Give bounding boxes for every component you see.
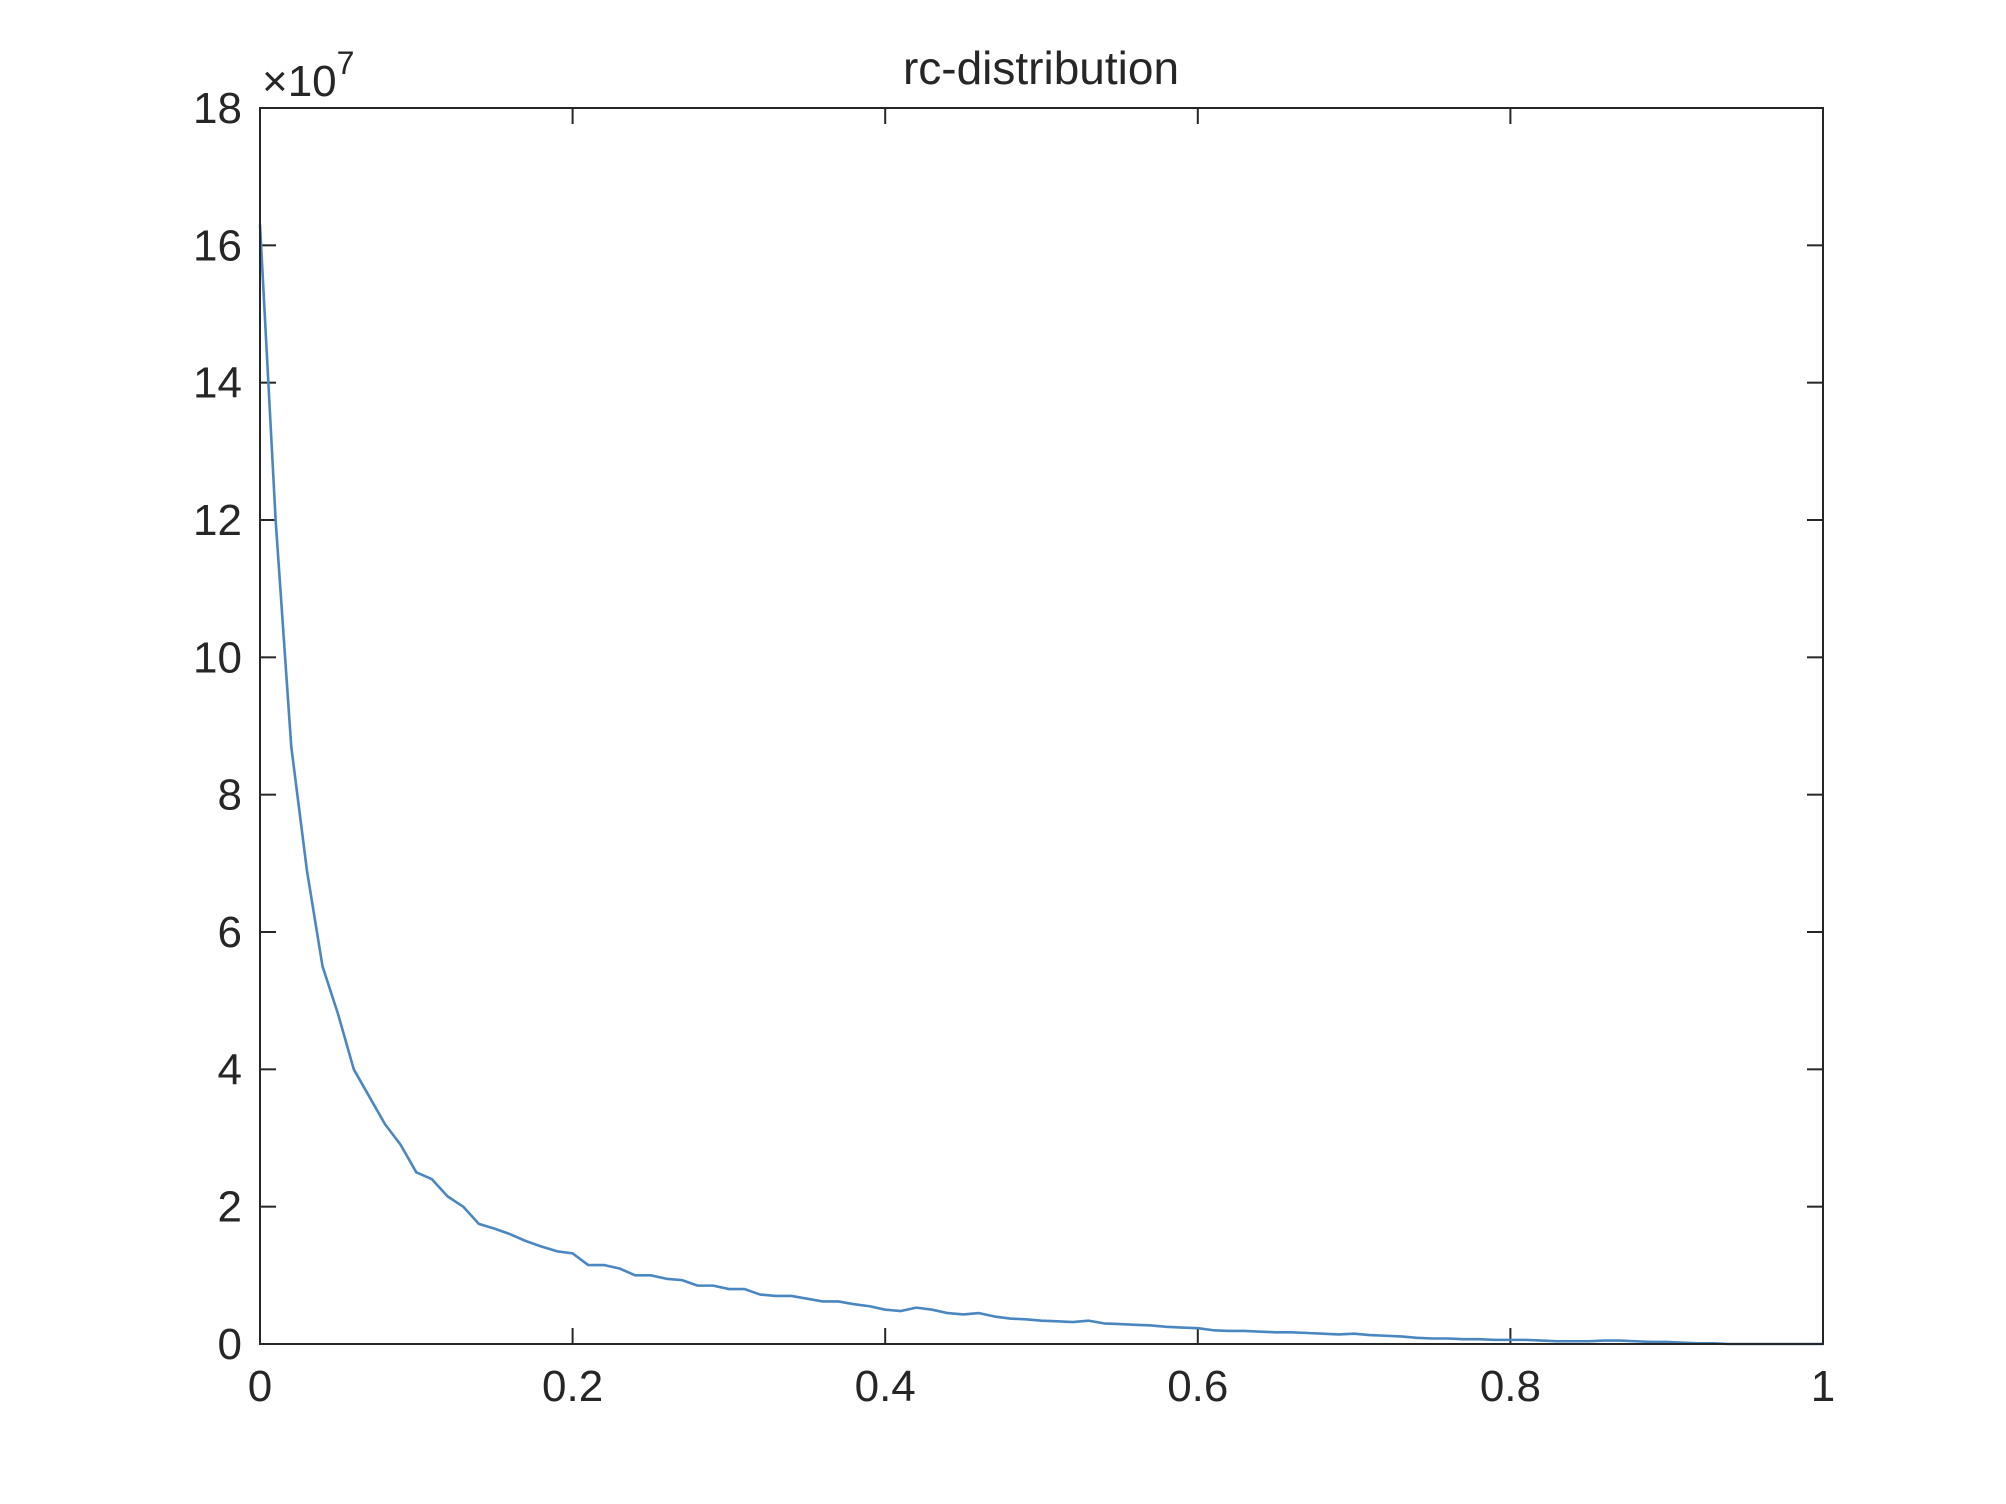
y-scale-exponent: 7 [337,45,355,81]
y-scale-base: ×10 [262,57,337,106]
y-tick-label: 2 [218,1183,242,1232]
y-tick-label: 6 [218,908,242,957]
y-scale-label: ×107 [262,45,354,106]
x-tick-label: 0.8 [1480,1362,1541,1411]
data-line [258,224,1823,1346]
y-tick-label: 14 [193,359,242,408]
y-tick-label: 18 [193,84,242,133]
y-tick-label: 16 [193,221,242,270]
x-tick-label: 1 [1811,1362,1835,1411]
y-tick-label: 10 [193,633,242,682]
y-tick-label: 4 [218,1045,242,1094]
x-tick-label: 0.6 [1167,1362,1228,1411]
x-tick-label: 0.2 [542,1362,603,1411]
y-tick-label: 12 [193,496,242,545]
x-tick-label: 0 [248,1362,272,1411]
y-tick-label: 8 [218,771,242,820]
y-tick-label: 0 [218,1320,242,1369]
x-tick-label: 0.4 [855,1362,916,1411]
axes-box [259,107,1824,1345]
chart-title: rc-distribution [903,42,1179,94]
